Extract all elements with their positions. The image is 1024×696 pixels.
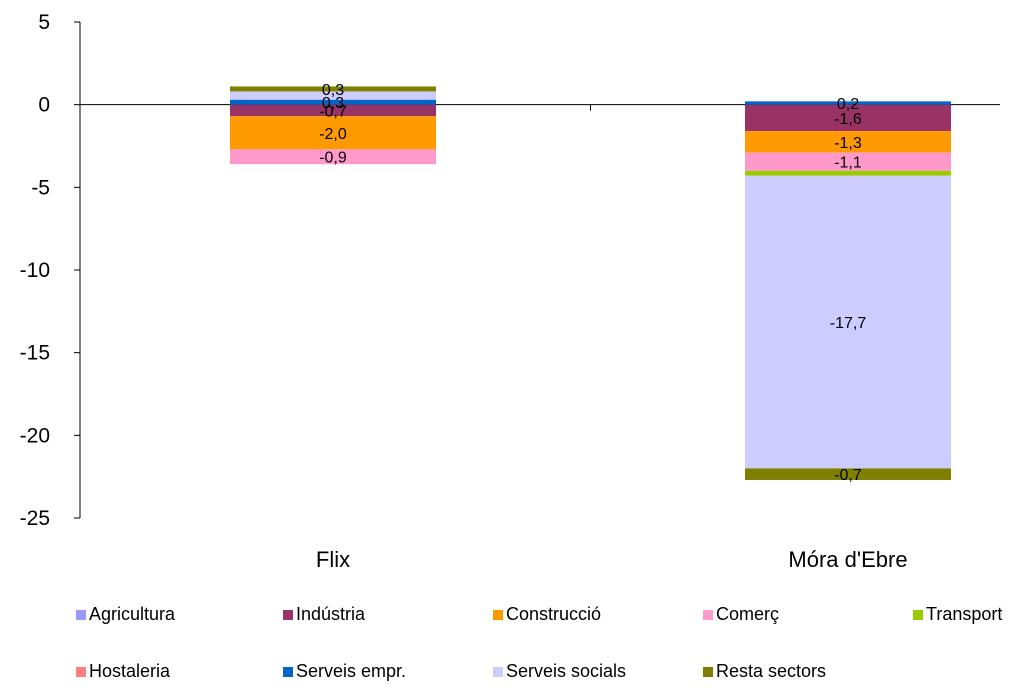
- segment-label: -0,7: [319, 103, 347, 120]
- segment-labels: -0,7 -2,0 -0,9 0,30,3 -1,6 -1,3 -1,1 0,2 -17,7 -0…: [319, 82, 866, 484]
- legend-label: Serveis empr.: [296, 661, 406, 681]
- y-tick-label: 5: [38, 11, 50, 34]
- bar-segment: [745, 468, 951, 480]
- y-tick-label: -25: [20, 507, 50, 530]
- legend-swatch: [493, 610, 503, 620]
- bar-segment: [230, 116, 436, 150]
- legend-label: Resta sectors: [716, 661, 826, 681]
- bar-segment: [230, 91, 436, 100]
- segment-label: 0,3: [322, 95, 344, 112]
- segment-label: -2,0: [319, 126, 347, 143]
- bar-segment: [745, 101, 951, 105]
- legend: Agricultura Indústria Construcció Comerç Tra…: [76, 604, 1002, 681]
- legend-swatch: [76, 610, 86, 620]
- y-tick-label: -15: [20, 342, 50, 365]
- legend-label: Serveis socials: [506, 661, 626, 681]
- y-tick-label: 0: [38, 94, 50, 117]
- legend-swatch: [493, 667, 503, 677]
- legend-swatch: [283, 610, 293, 620]
- bar-segment: [230, 149, 436, 165]
- bar-segment: [230, 104, 436, 117]
- legend-label: Transport: [926, 604, 1002, 624]
- legend-label: Indústria: [296, 604, 366, 624]
- legend-label: Hostaleria: [89, 661, 171, 681]
- y-tick-label: -10: [20, 259, 50, 282]
- legend-label: Agricultura: [89, 604, 176, 624]
- bar-segment: [230, 86, 436, 92]
- segment-label: 0,3: [322, 82, 344, 99]
- bar-segment: [745, 170, 951, 176]
- bar-segment: [745, 131, 951, 153]
- bar-segment: [230, 99, 436, 105]
- segment-label: -1,1: [834, 155, 862, 172]
- segment-label: -0,7: [834, 467, 862, 484]
- bar-segment: [745, 104, 951, 132]
- y-tick-label: -5: [31, 176, 50, 199]
- y-tick-label: -20: [20, 424, 50, 447]
- x-tick-label: Flix: [316, 547, 350, 572]
- segment-label: -17,7: [830, 315, 867, 332]
- legend-swatch: [913, 610, 923, 620]
- axes: 5 0 -5 -10 -15 -20 -25 Flix Móra d'Ebre: [20, 11, 1000, 572]
- legend-label: Construcció: [506, 604, 601, 624]
- segment-label: -1,6: [834, 111, 862, 128]
- bars: [230, 86, 951, 480]
- legend-label: Comerç: [716, 604, 779, 624]
- segment-label: 0,2: [837, 96, 859, 113]
- legend-swatch: [76, 667, 86, 677]
- legend-swatch: [283, 667, 293, 677]
- bar-segment: [745, 175, 951, 469]
- legend-swatch: [703, 610, 713, 620]
- segment-label: -1,3: [834, 135, 862, 152]
- segment-label: -0,9: [319, 150, 347, 167]
- x-tick-label: Móra d'Ebre: [788, 547, 907, 572]
- legend-swatch: [703, 667, 713, 677]
- bar-segment: [745, 152, 951, 171]
